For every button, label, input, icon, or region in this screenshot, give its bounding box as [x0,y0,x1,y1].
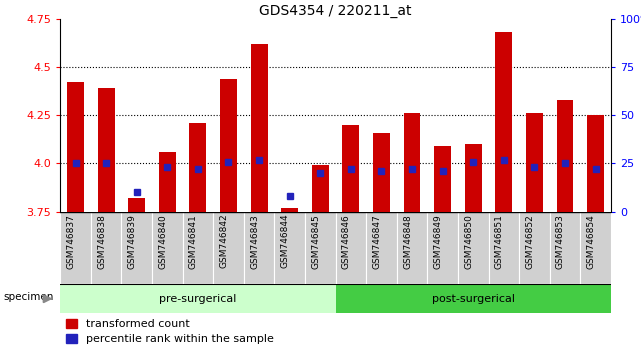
Text: GSM746850: GSM746850 [464,214,473,269]
Bar [60,284,336,313]
Text: GSM746839: GSM746839 [128,214,137,269]
Text: GSM746844: GSM746844 [281,214,290,268]
Bar [128,198,145,212]
Bar [556,100,574,212]
Bar [519,212,550,284]
Text: GSM746838: GSM746838 [97,214,106,269]
Bar [404,113,420,212]
Text: GSM746837: GSM746837 [67,214,76,269]
Bar [251,44,267,212]
Text: GSM746842: GSM746842 [219,214,228,268]
Bar [305,212,335,284]
Bar [397,212,428,284]
Text: GSM746849: GSM746849 [433,214,443,269]
Bar [97,88,115,212]
Text: GSM746847: GSM746847 [372,214,381,269]
Text: GSM746841: GSM746841 [189,214,198,269]
Bar [67,82,84,212]
Bar [488,212,519,284]
Bar [526,113,543,212]
Text: GSM746848: GSM746848 [403,214,412,269]
Text: GSM746845: GSM746845 [312,214,320,269]
Bar [342,125,359,212]
Bar [366,212,397,284]
Text: specimen: specimen [3,292,53,302]
Bar [336,212,366,284]
Text: GSM746853: GSM746853 [556,214,565,269]
Bar [152,212,183,284]
Text: GSM746854: GSM746854 [587,214,595,269]
Bar [550,212,580,284]
Bar [281,208,298,212]
Text: post-surgerical: post-surgerical [432,294,515,304]
Text: GSM746851: GSM746851 [495,214,504,269]
Bar [213,212,244,284]
Bar [190,123,206,212]
Legend: transformed count, percentile rank within the sample: transformed count, percentile rank withi… [66,319,274,344]
Title: GDS4354 / 220211_at: GDS4354 / 220211_at [260,4,412,18]
Bar [60,212,91,284]
Bar [587,115,604,212]
Bar [244,212,274,284]
Bar [183,212,213,284]
Bar [434,146,451,212]
Bar [121,212,152,284]
Text: pre-surgerical: pre-surgerical [159,294,237,304]
Bar [495,32,512,212]
Bar [274,212,305,284]
Bar [465,144,481,212]
Text: GSM746852: GSM746852 [526,214,535,269]
Bar [373,133,390,212]
Bar [312,165,329,212]
Bar [220,79,237,212]
Bar [91,212,121,284]
Bar [580,212,611,284]
Bar [458,212,488,284]
Text: GSM746840: GSM746840 [158,214,167,269]
Bar [159,152,176,212]
Bar [428,212,458,284]
Text: GSM746843: GSM746843 [250,214,259,269]
Text: GSM746846: GSM746846 [342,214,351,269]
Bar [336,284,611,313]
